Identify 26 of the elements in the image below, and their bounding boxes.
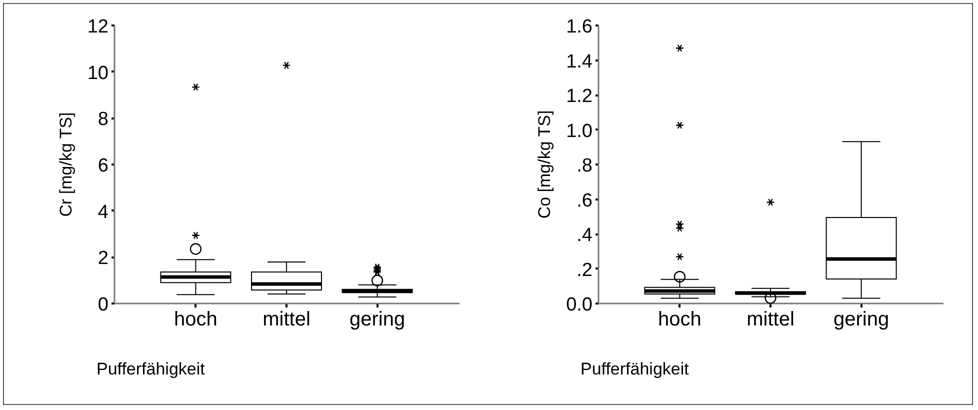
y-tick-label: 1.6 [566, 16, 592, 38]
x-tick-label: gering [349, 308, 406, 330]
y-tick-label: 4 [98, 202, 109, 223]
x-axis-title: Pufferfähigkeit [96, 360, 206, 378]
y-tick-label: 10 [87, 62, 108, 84]
y-tick-label: 0 [98, 294, 108, 316]
y-tick-label: 8 [98, 109, 108, 130]
y-tick-label: .6 [576, 190, 592, 212]
y-tick-label: 6 [98, 156, 108, 176]
y-tick-label: .2 [576, 260, 592, 281]
y-tick-label: 1.4 [566, 51, 593, 72]
y-tick-label: 0.0 [566, 294, 592, 316]
y-tick-label: 12 [87, 16, 108, 38]
x-tick-label: hoch [174, 308, 218, 330]
x-tick-label: gering [833, 308, 890, 330]
y-tick-label: 2 [98, 248, 108, 270]
y-tick-label: .8 [576, 156, 592, 176]
x-tick-label: mittel [746, 308, 794, 330]
y-axis-title: Co [mg/kg TS] [535, 110, 554, 219]
y-tick-label: 1.0 [566, 120, 592, 142]
x-axis-title: Pufferfähigkeit [580, 360, 690, 378]
y-tick-label: 1.2 [566, 86, 592, 107]
y-tick-label: .4 [576, 225, 593, 246]
x-tick-label: hoch [658, 308, 702, 330]
x-tick-label: mittel [262, 308, 310, 330]
y-axis-title: Cr [mg/kg TS] [56, 112, 76, 217]
